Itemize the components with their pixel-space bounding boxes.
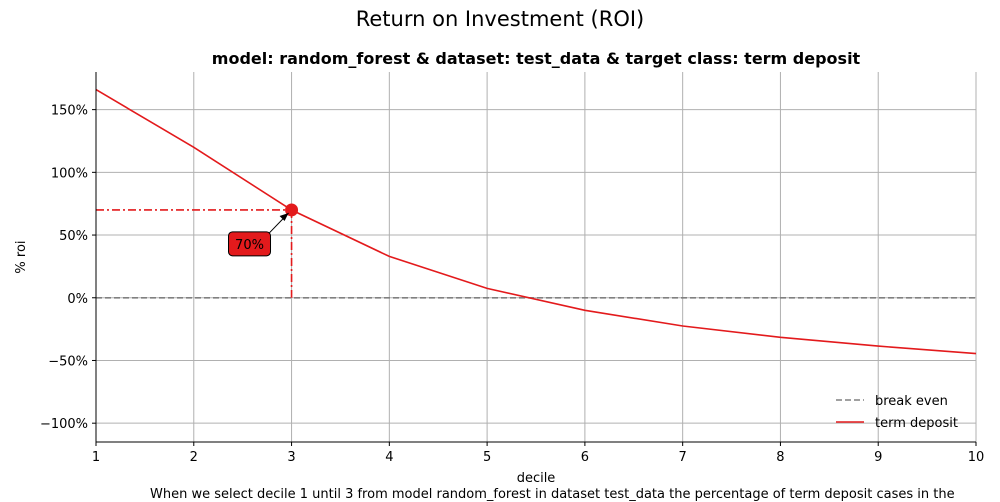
y-tick-label-100: 100% — [51, 166, 88, 181]
chart-suptitle: Return on Investment (ROI) — [356, 7, 645, 31]
annotation-arrow-head — [279, 212, 289, 221]
x-tick-label-6: 6 — [581, 450, 589, 465]
x-tick-label-1: 1 — [92, 450, 100, 465]
axes — [95, 72, 976, 443]
x-tick-label-9: 9 — [874, 450, 882, 465]
annotation-box — [228, 231, 272, 257]
chart-title: model: random_forest & dataset: test_dat… — [212, 49, 861, 68]
y-tick-label--50: −50% — [48, 354, 88, 369]
y-tick-label-0: 0% — [67, 292, 88, 307]
legend-label-1: term deposit — [875, 416, 958, 431]
highlight-annotation: 70% — [96, 203, 299, 298]
x-axis-label: decile — [517, 471, 556, 486]
x-tick-label-2: 2 — [190, 450, 198, 465]
grid — [95, 72, 977, 442]
x-tick-label-7: 7 — [679, 450, 687, 465]
x-tick-label-3: 3 — [287, 450, 295, 465]
tick-labels: 1 2 3 4 5 6 7 8 9 10 −100% −50% 0% 50% 100% 150% — [40, 104, 984, 465]
series-line-term-deposit — [95, 88, 977, 355]
series-layer — [95, 88, 977, 355]
y-tick-label-150: 150% — [51, 104, 88, 119]
x-tick-label-10: 10 — [968, 450, 985, 465]
x-tick-label-5: 5 — [483, 450, 491, 465]
x-tick-label-4: 4 — [385, 450, 393, 465]
y-axis-label: % roi — [14, 240, 29, 273]
chart-caption: When we select decile 1 until 3 from mod… — [150, 487, 955, 502]
y-tick-label--100: −100% — [40, 417, 88, 432]
x-tick-label-8: 8 — [776, 450, 784, 465]
legend: break even term deposit — [836, 394, 958, 431]
legend-label-0: break even — [875, 394, 948, 409]
y-tick-label-50: 50% — [59, 229, 88, 244]
annotation-label: 70% — [235, 238, 264, 253]
